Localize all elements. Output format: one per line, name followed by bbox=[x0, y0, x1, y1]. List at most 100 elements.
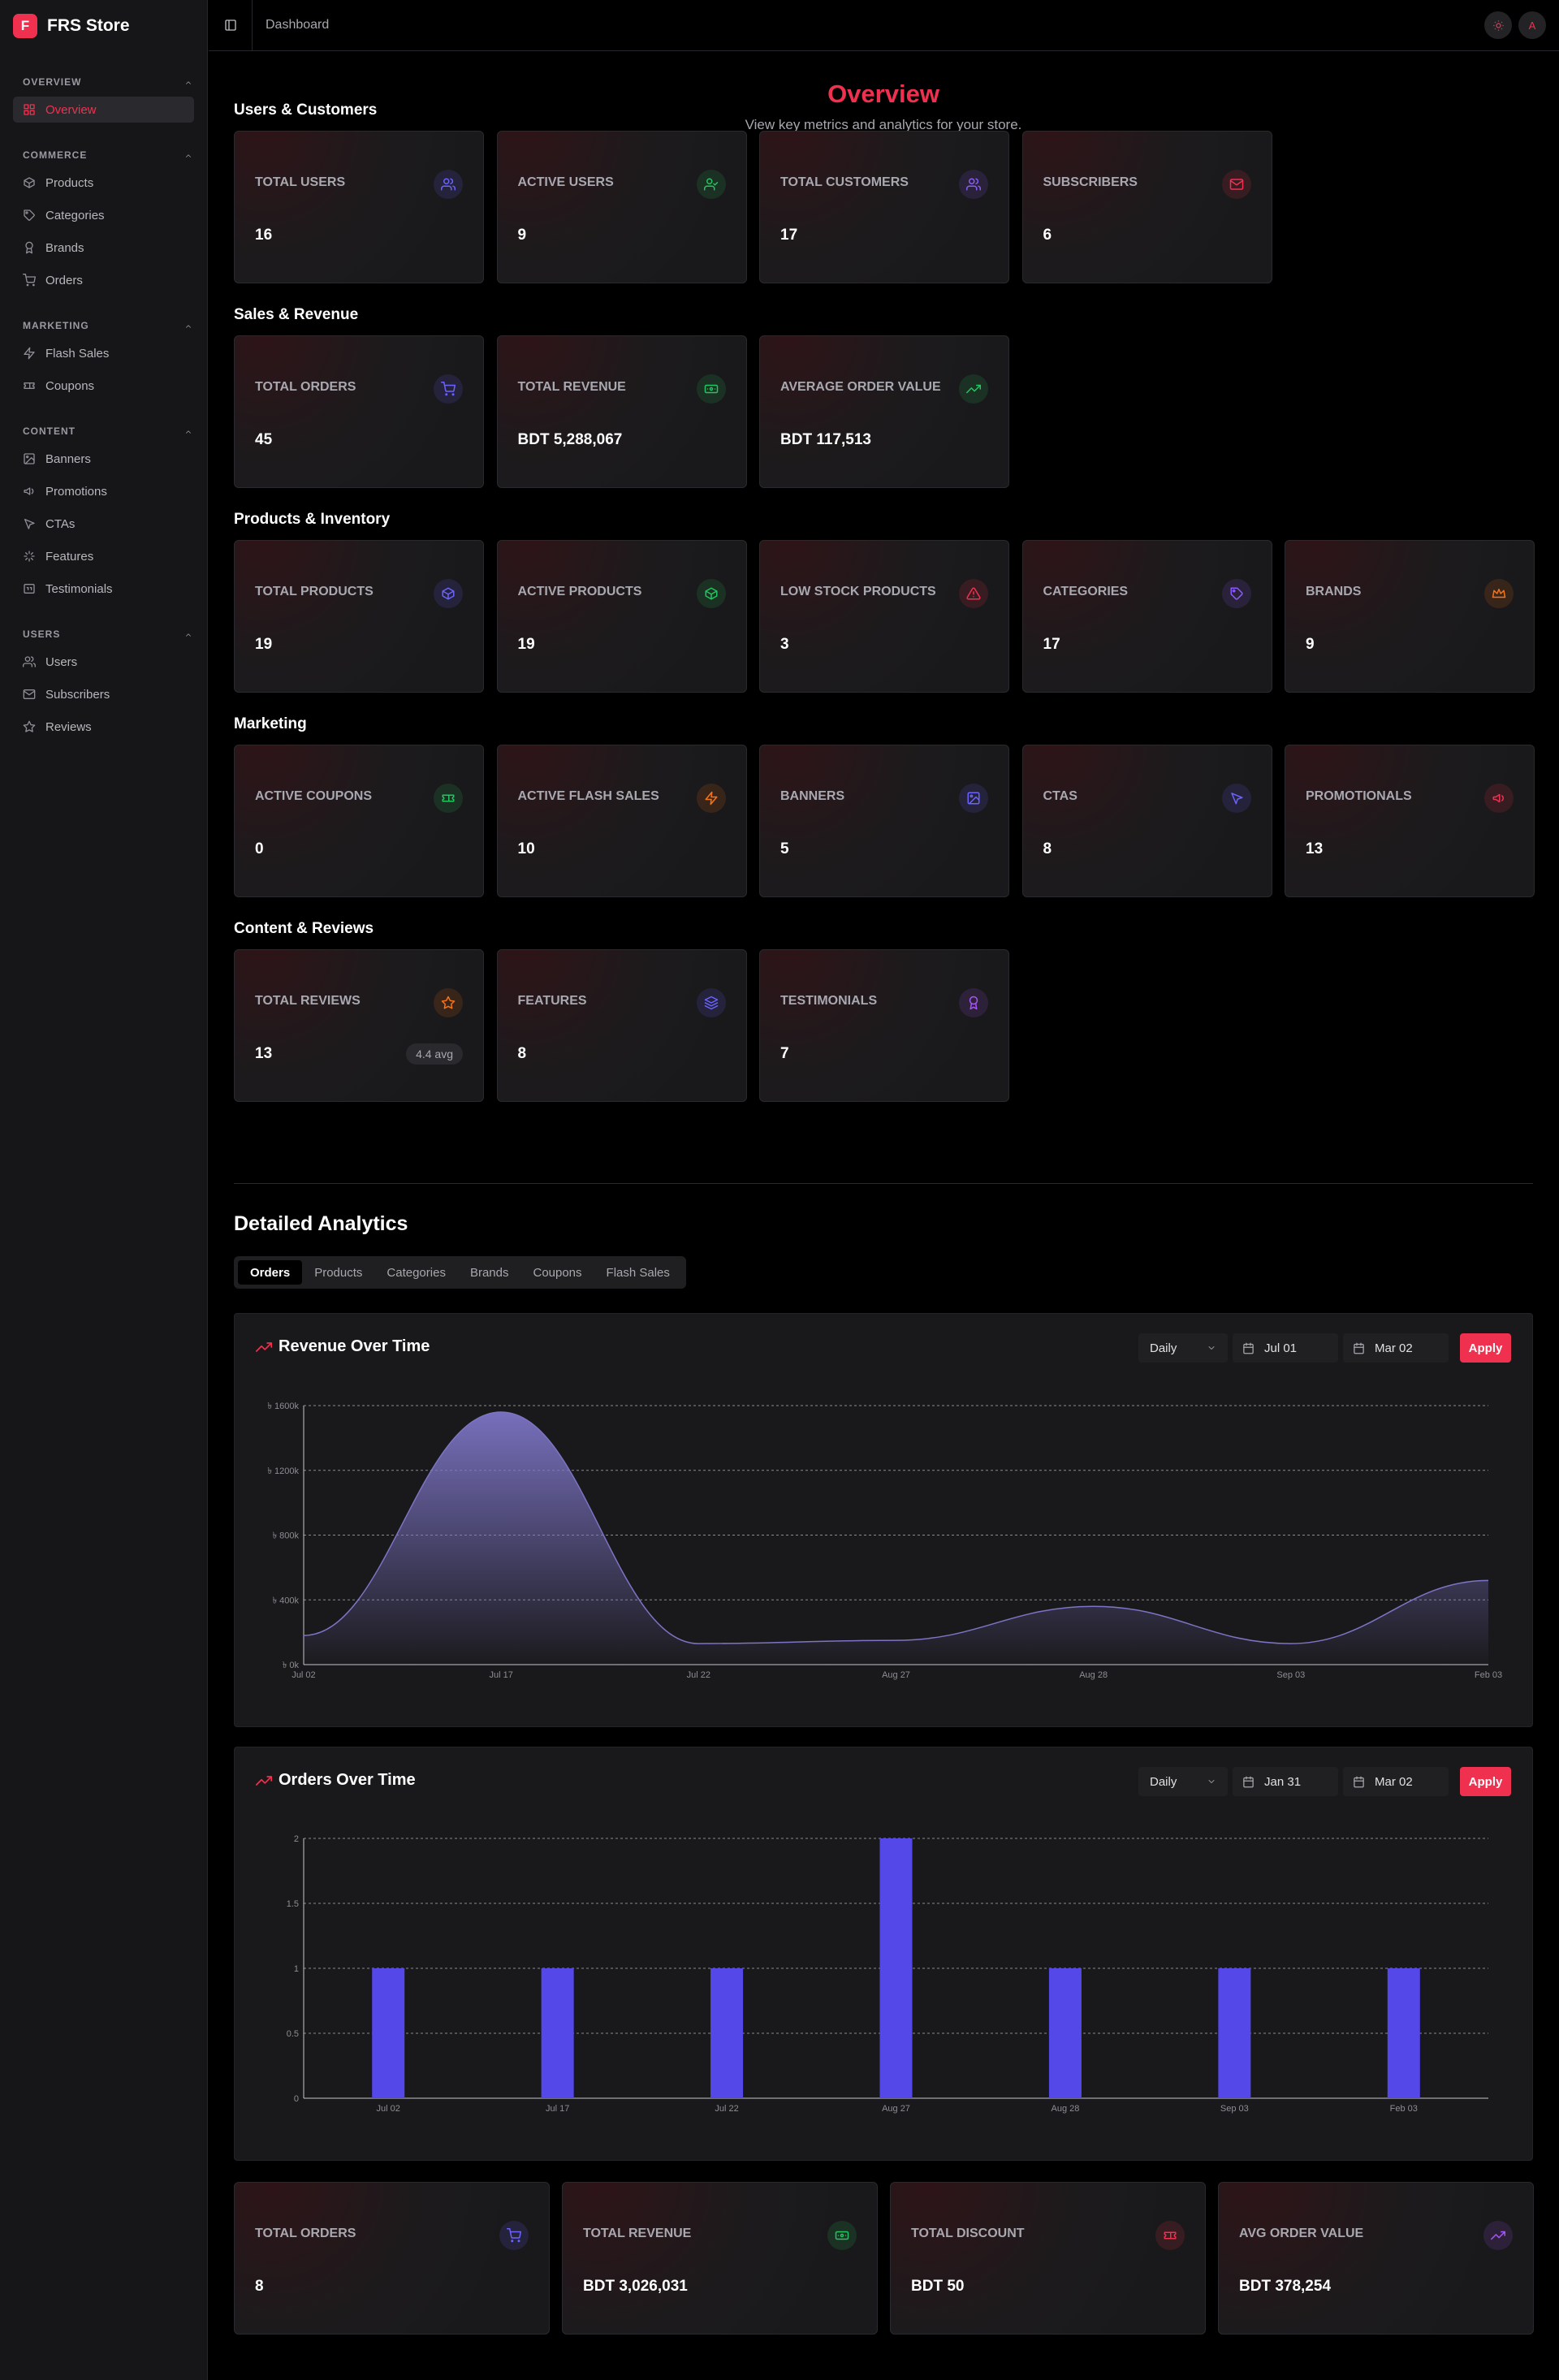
tab-coupons[interactable]: Coupons bbox=[533, 1265, 582, 1280]
date-value: Mar 02 bbox=[1375, 1341, 1413, 1355]
stat-card-active-flash-sales: ACTIVE FLASH SALES 10 bbox=[496, 745, 747, 897]
stat-label: SUBSCRIBERS bbox=[1043, 175, 1138, 189]
order-bar[interactable] bbox=[879, 1838, 913, 2098]
sidebar-item-subscribers[interactable]: Subscribers bbox=[13, 681, 194, 707]
y-tick-label: 0.5 bbox=[287, 2029, 299, 2039]
x-tick-label: Sep 03 bbox=[1220, 2104, 1249, 2114]
stat-label: TOTAL REVENUE bbox=[517, 380, 626, 394]
stat-label: TOTAL PRODUCTS bbox=[255, 585, 374, 598]
order-bar[interactable] bbox=[1048, 1968, 1082, 2098]
nav-group-marketing[interactable]: MARKETING bbox=[0, 317, 207, 334]
y-tick-label: 0 bbox=[294, 2094, 299, 2104]
order-bar[interactable] bbox=[1218, 1968, 1251, 2098]
sidebar-item-ctas[interactable]: CTAs bbox=[13, 511, 194, 537]
ticket-icon bbox=[1164, 2231, 1177, 2240]
granularity-value: Daily bbox=[1150, 1341, 1177, 1355]
date-from-picker[interactable]: Jul 01 bbox=[1233, 1333, 1338, 1363]
x-tick-label: Jul 02 bbox=[292, 1670, 315, 1680]
sidebar-item-brands[interactable]: Brands bbox=[13, 235, 194, 261]
panel-left-icon bbox=[224, 19, 236, 31]
sidebar-item-categories[interactable]: Categories bbox=[13, 202, 194, 228]
apply-button[interactable]: Apply bbox=[1460, 1767, 1511, 1796]
sidebar-item-banners[interactable]: Banners bbox=[13, 446, 194, 472]
stat-label: CTAS bbox=[1043, 789, 1077, 803]
crown-icon bbox=[1492, 589, 1506, 598]
section-title: Sales & Revenue bbox=[234, 306, 359, 323]
sidebar-item-label: Categories bbox=[45, 208, 105, 222]
section-title: Content & Reviews bbox=[234, 920, 374, 937]
sidebar-item-reviews[interactable]: Reviews bbox=[13, 714, 194, 740]
y-tick-label: ৳ 1200k bbox=[267, 1466, 299, 1476]
date-value: Mar 02 bbox=[1375, 1774, 1413, 1789]
stat-value: 19 bbox=[255, 636, 273, 653]
nav-group-users[interactable]: USERS bbox=[0, 626, 207, 642]
cart-icon bbox=[507, 2228, 521, 2243]
x-tick-label: Jul 02 bbox=[377, 2104, 400, 2114]
nav-group-commerce[interactable]: COMMERCE bbox=[0, 147, 207, 163]
sidebar-item-label: Reviews bbox=[45, 719, 92, 734]
sidebar-item-testimonials[interactable]: Testimonials bbox=[13, 576, 194, 602]
stat-value: 3 bbox=[780, 636, 789, 653]
cash-icon bbox=[704, 384, 718, 394]
order-bar[interactable] bbox=[541, 1968, 574, 2098]
tab-orders[interactable]: Orders bbox=[238, 1260, 303, 1285]
users-icon bbox=[441, 178, 456, 191]
stat-label: CATEGORIES bbox=[1043, 585, 1129, 598]
chart-controls: Daily Jul 01 Mar 02 Apply bbox=[1138, 1333, 1511, 1363]
stat-label: ACTIVE USERS bbox=[517, 175, 614, 189]
stat-value: 5 bbox=[780, 840, 789, 857]
brand[interactable]: F FRS Store bbox=[0, 0, 207, 51]
package-icon bbox=[24, 177, 35, 188]
tab-products[interactable]: Products bbox=[314, 1265, 363, 1280]
sidebar-item-features[interactable]: Features bbox=[13, 543, 194, 569]
x-tick-label: Aug 28 bbox=[1079, 1670, 1108, 1680]
nav-group-title: CONTENT bbox=[23, 425, 76, 437]
sidebar-item-label: Banners bbox=[45, 451, 91, 466]
nav-group-title: COMMERCE bbox=[23, 149, 88, 161]
sidebar-item-overview[interactable]: Overview bbox=[13, 97, 194, 123]
date-from-picker[interactable]: Jan 31 bbox=[1233, 1767, 1338, 1796]
nav-group-overview[interactable]: OVERVIEW bbox=[0, 74, 207, 90]
sidebar-item-label: Products bbox=[45, 175, 94, 190]
sidebar-toggle-button[interactable] bbox=[209, 0, 253, 51]
tag-icon bbox=[24, 209, 35, 221]
chevron-up-icon bbox=[186, 325, 191, 328]
sidebar-item-coupons[interactable]: Coupons bbox=[13, 373, 194, 399]
granularity-select[interactable]: Daily bbox=[1138, 1333, 1228, 1363]
box-icon bbox=[442, 587, 455, 600]
sidebar-item-products[interactable]: Products bbox=[13, 170, 194, 196]
stat-label: BRANDS bbox=[1306, 585, 1362, 598]
nav-group-content[interactable]: CONTENT bbox=[0, 423, 207, 439]
apply-button[interactable]: Apply bbox=[1460, 1333, 1511, 1363]
sidebar-item-orders[interactable]: Orders bbox=[13, 267, 194, 293]
pointer-icon bbox=[24, 519, 35, 529]
tab-flash-sales[interactable]: Flash Sales bbox=[606, 1265, 670, 1280]
stat-value: 45 bbox=[255, 431, 273, 448]
order-bar[interactable] bbox=[1387, 1968, 1420, 2098]
stat-label: TOTAL DISCOUNT bbox=[911, 2227, 1025, 2240]
sidebar-item-label: Overview bbox=[45, 102, 97, 117]
image-icon bbox=[967, 792, 980, 805]
sidebar-item-users[interactable]: Users bbox=[13, 649, 194, 675]
tab-categories[interactable]: Categories bbox=[387, 1265, 446, 1280]
date-to-picker[interactable]: Mar 02 bbox=[1343, 1767, 1449, 1796]
stat-value: BDT 378,254 bbox=[1239, 2278, 1332, 2295]
order-bar[interactable] bbox=[710, 1968, 744, 2098]
sidebar-item-flash-sales[interactable]: Flash Sales bbox=[13, 340, 194, 366]
date-to-picker[interactable]: Mar 02 bbox=[1343, 1333, 1449, 1363]
stat-value: 8 bbox=[255, 2278, 264, 2295]
x-tick-label: Aug 28 bbox=[1051, 2104, 1079, 2114]
theme-toggle-button[interactable] bbox=[1484, 11, 1512, 39]
sidebar-item-label: Subscribers bbox=[45, 687, 110, 702]
user-check-icon bbox=[703, 178, 718, 191]
stat-card-total-orders: TOTAL ORDERS 8 bbox=[234, 2182, 550, 2335]
tab-brands[interactable]: Brands bbox=[469, 1265, 509, 1280]
user-avatar[interactable]: A bbox=[1518, 11, 1546, 39]
chevron-down-icon bbox=[1208, 1780, 1215, 1783]
megaphone-icon bbox=[1492, 793, 1504, 803]
nav-group-title: USERS bbox=[23, 628, 61, 640]
sidebar-item-promotions[interactable]: Promotions bbox=[13, 478, 194, 504]
granularity-select[interactable]: Daily bbox=[1138, 1767, 1228, 1796]
y-tick-label: ৳ 800k bbox=[273, 1531, 300, 1541]
order-bar[interactable] bbox=[372, 1968, 405, 2098]
